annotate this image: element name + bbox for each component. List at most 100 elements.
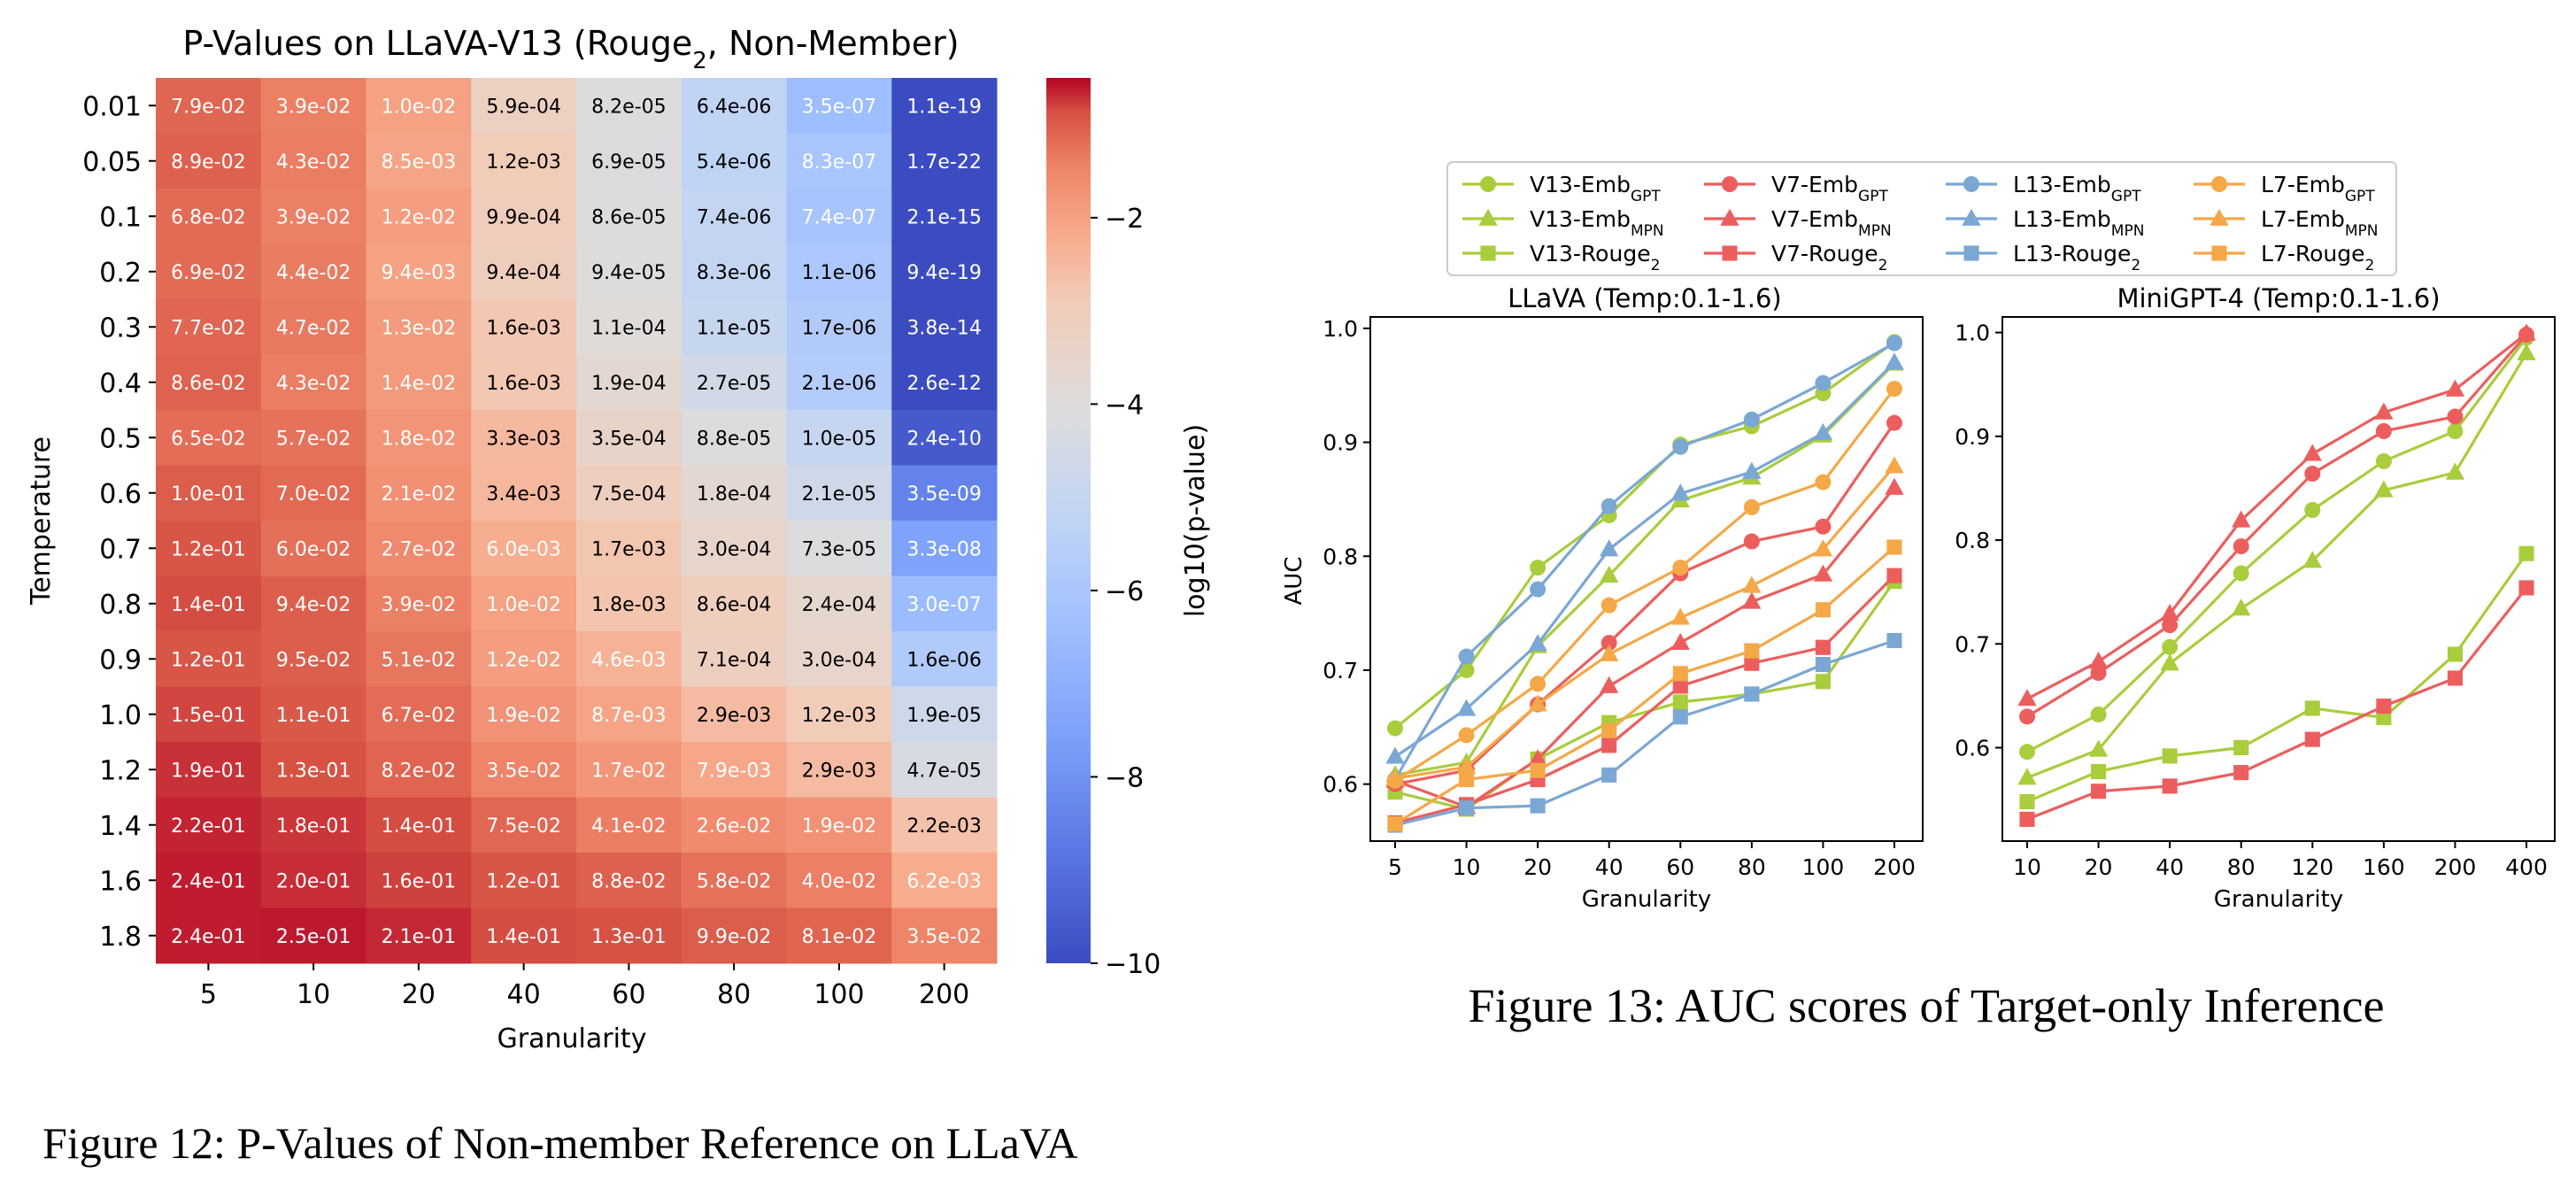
heatmap-cell-label: 1.3e-01 — [591, 926, 666, 948]
data-point-circle — [2447, 422, 2464, 439]
heatmap-cell-label: 3.5e-07 — [802, 96, 876, 118]
heatmap-cell-label: 3.9e-02 — [276, 206, 351, 228]
heatmap-cell — [366, 853, 472, 908]
heatmap-y-tick-label: 0.05 — [82, 147, 142, 178]
heatmap-cell-label: 4.0e-02 — [802, 870, 876, 892]
data-point-square — [2447, 670, 2463, 686]
heatmap-cell — [576, 907, 683, 964]
llava-y-tick-label: 1.0 — [1323, 316, 1358, 342]
minigpt4-y-tick-label: 0.8 — [1955, 528, 1990, 553]
minigpt4-x-tick-label: 200 — [2434, 854, 2477, 880]
llava-series-line — [1394, 388, 1896, 783]
heatmap-cell-label: 3.9e-02 — [382, 594, 456, 616]
heatmap-cell-label: 1.0e-05 — [802, 428, 876, 450]
llava-x-tick-label: 5 — [1388, 854, 1402, 880]
data-point-square — [1672, 694, 1688, 710]
data-point-square — [1672, 666, 1688, 682]
llava-x-tick-label: 40 — [1595, 854, 1623, 880]
data-point-triangle — [1600, 565, 1619, 583]
heatmap-cell — [471, 78, 577, 134]
heatmap-cell — [891, 742, 998, 798]
heatmap-cell — [156, 631, 262, 687]
heatmap-cell — [891, 631, 998, 687]
data-point-triangle — [2232, 510, 2251, 528]
heatmap-cell-label: 8.6e-05 — [591, 206, 666, 228]
heatmap-cell — [786, 189, 892, 244]
heatmap-cell — [786, 465, 892, 521]
data-point-square — [1601, 722, 1617, 738]
llava-x-tick-label: 80 — [1738, 854, 1766, 880]
heatmap-cell — [156, 189, 262, 244]
data-point-square — [1815, 639, 1831, 655]
heatmap-cell — [156, 299, 262, 355]
legend-label: L13-Rouge2 — [2013, 241, 2140, 274]
colorbar — [1046, 78, 1091, 963]
heatmap-cell — [366, 797, 472, 853]
heatmap-cell-label: 4.6e-03 — [591, 649, 666, 671]
llava-series — [1385, 352, 1904, 764]
data-point-square — [2518, 545, 2534, 561]
heatmap-cell — [471, 631, 577, 687]
heatmap-cell — [681, 465, 787, 521]
heatmap-cell — [260, 686, 366, 743]
heatmap-cell-label: 7.4e-06 — [697, 206, 771, 228]
heatmap-cell-label: 2.4e-10 — [906, 428, 981, 450]
heatmap-x-tick-label: 40 — [507, 979, 541, 1010]
heatmap-cell — [260, 465, 366, 521]
data-point-square — [1601, 767, 1617, 783]
heatmap-cell-label: 8.9e-02 — [171, 151, 245, 174]
heatmap-cell — [156, 133, 262, 189]
heatmap-cell-label: 1.9e-04 — [591, 373, 666, 395]
heatmap-cell — [471, 853, 577, 908]
heatmap-x-tick-label: 60 — [612, 979, 645, 1010]
heatmap-cell-label: 6.5e-02 — [171, 428, 245, 450]
heatmap-cell-label: 6.0e-03 — [486, 538, 560, 560]
heatmap-x-axis-label: Granularity — [497, 1023, 647, 1054]
heatmap-cell-label: 1.7e-22 — [906, 151, 981, 174]
heatmap-cell — [260, 631, 366, 687]
heatmap-cell — [576, 686, 683, 743]
heatmap-cell — [786, 907, 892, 964]
heatmap-y-tick-label: 0.2 — [99, 258, 142, 289]
heatmap-cell — [576, 521, 683, 576]
heatmap-cell-label: 1.1e-06 — [802, 262, 876, 284]
heatmap-cell — [366, 243, 472, 300]
heatmap-cell-label: 8.6e-02 — [171, 373, 245, 395]
data-point-circle — [2019, 708, 2035, 725]
legend-entry: V7-EmbGPT — [1704, 172, 1888, 205]
data-point-circle — [1600, 635, 1617, 652]
data-point-square — [2091, 763, 2107, 780]
heatmap-cell-label: 9.4e-03 — [382, 262, 456, 284]
llava-x-tick-label: 100 — [1802, 854, 1845, 880]
data-point-circle — [1743, 498, 1760, 515]
minigpt4-series-line — [2026, 586, 2528, 821]
data-point-circle — [1815, 474, 1832, 490]
llava-plot-frame — [1369, 316, 1924, 842]
heatmap-y-tick-label: 0.01 — [82, 91, 142, 122]
heatmap-cell-label: 1.2e-01 — [171, 538, 245, 560]
heatmap-cell-label: 7.0e-02 — [276, 483, 351, 506]
colorbar-tick-label: −4 — [1105, 390, 1144, 421]
data-point-triangle — [1600, 676, 1619, 693]
heatmap-cell — [366, 521, 472, 576]
heatmap-y-tick-label: 1.8 — [99, 922, 142, 953]
heatmap-cell — [260, 133, 366, 189]
heatmap-cell-label: 9.4e-04 — [486, 262, 560, 284]
llava-line-chart: LLaVA (Temp:0.1-1.6) 0.6 0.7 0.8 0.9 1.0 5 10 2… — [1281, 283, 1924, 913]
data-point-square — [1744, 686, 1760, 702]
heatmap-cell — [786, 742, 892, 798]
heatmap-cell — [366, 907, 472, 964]
heatmap-cell-label: 3.0e-04 — [697, 538, 771, 560]
heatmap-cell-label: 1.9e-01 — [171, 760, 245, 782]
heatmap-y-tick-label: 1.0 — [99, 700, 142, 731]
data-point-triangle — [1742, 575, 1762, 593]
heatmap-cell-label: 7.9e-02 — [171, 96, 245, 118]
data-point-square — [2162, 778, 2178, 794]
data-point-triangle — [2160, 604, 2179, 622]
data-point-triangle — [2302, 444, 2322, 461]
heatmap-cell-label: 7.5e-02 — [486, 815, 560, 838]
legend-label: V7-EmbGPT — [1771, 172, 1888, 205]
heatmap-cell-label: 6.4e-06 — [697, 96, 771, 118]
llava-y-axis-label: AUC — [1281, 557, 1307, 606]
heatmap-cell — [891, 686, 998, 743]
